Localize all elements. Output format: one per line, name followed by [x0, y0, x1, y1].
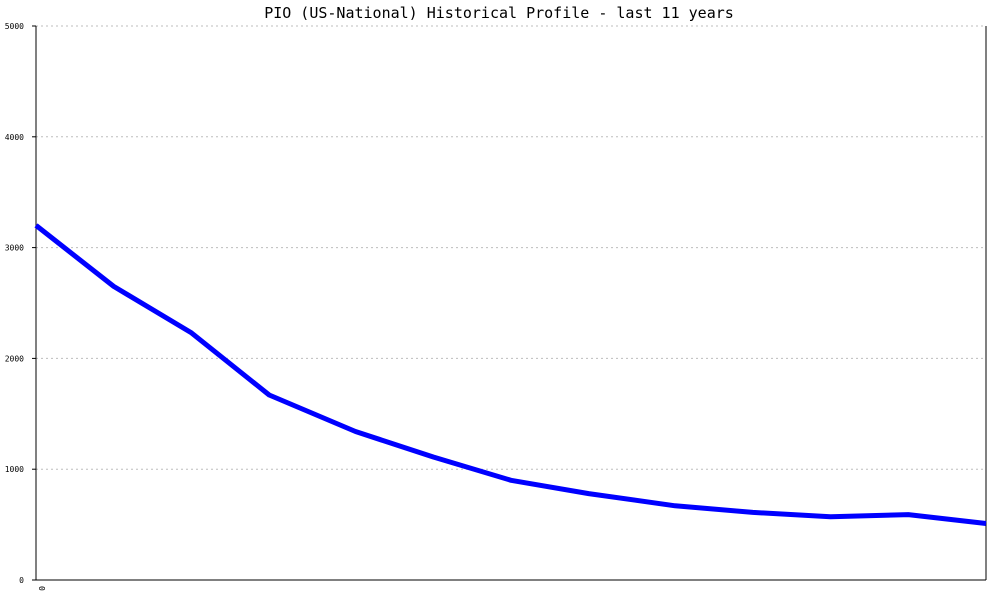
chart-title: PIO (US-National) Historical Profile - l… — [264, 4, 734, 22]
y-tick-label: 2000 — [5, 354, 24, 363]
grid-lines — [36, 25, 986, 470]
tick-labels: 0 1000 2000 3000 4000 5000 0 — [5, 22, 46, 591]
y-tick-label: 4000 — [5, 133, 24, 142]
axes — [32, 25, 987, 581]
y-tick-label: 1000 — [5, 465, 24, 474]
x-tick-label: 0 — [37, 586, 46, 591]
series-line — [34, 223, 987, 526]
series-layer — [34, 223, 987, 526]
y-tick-label: 5000 — [5, 22, 24, 31]
y-tick-label: 3000 — [5, 244, 24, 253]
y-tick-label: 0 — [19, 576, 24, 585]
